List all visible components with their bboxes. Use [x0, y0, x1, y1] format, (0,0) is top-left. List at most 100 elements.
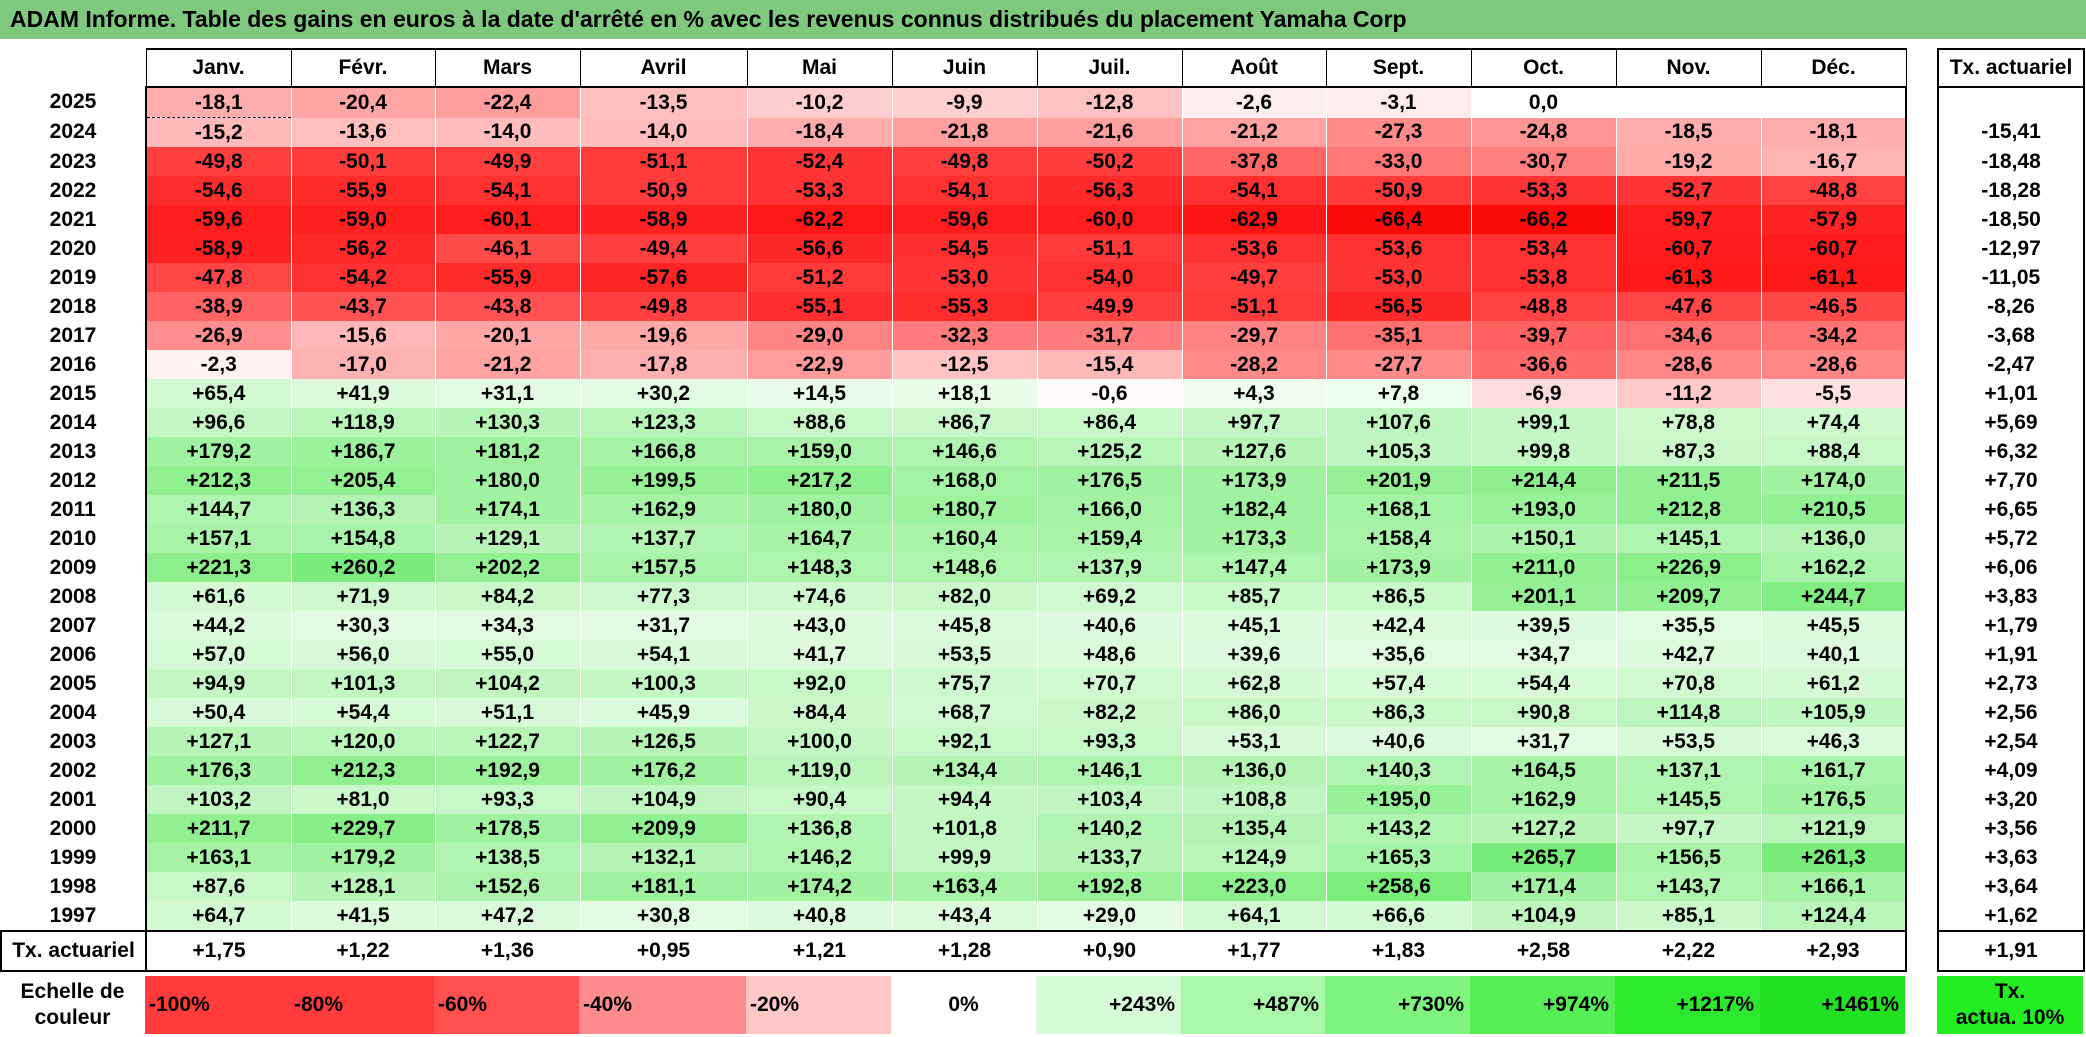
gain-cell: -27,7 — [1325, 350, 1471, 379]
table-row: 2023 -49,8 -50,1 -49,9 -51,1 -52,4 -49,8 -50,2-… — [1, 147, 2085, 176]
gain-cell: -49,7 — [1181, 263, 1326, 292]
gain-cell: +136,3 — [290, 495, 435, 524]
gain-cell: -18,1 — [145, 87, 292, 118]
gain-cell: +40,6 — [1325, 727, 1471, 756]
rate-cell: +1,62 — [1937, 901, 2085, 931]
gain-cell: -61,3 — [1615, 263, 1761, 292]
gain-cell: +221,3 — [145, 553, 291, 582]
legend-step: +1217% — [1615, 976, 1760, 1034]
rate-cell: +1,01 — [1937, 379, 2085, 408]
gain-cell: +44,2 — [145, 611, 291, 640]
gain-cell: +71,9 — [290, 582, 435, 611]
summary-cell: +2,58 — [1471, 930, 1616, 972]
gain-cell: +86,4 — [1036, 408, 1182, 437]
gain-cell: +179,2 — [290, 843, 435, 872]
gain-cell: +145,5 — [1615, 785, 1761, 814]
month-header: Juil. — [1036, 48, 1183, 88]
legend-step: +730% — [1325, 976, 1470, 1034]
table-row: 2010 +157,1 +154,8 +129,1 +137,7 +164,7 +160,4… — [1, 524, 2085, 553]
gain-cell: -13,5 — [579, 87, 747, 118]
gain-cell: -48,8 — [1760, 176, 1907, 205]
gain-cell: +126,5 — [579, 727, 747, 756]
gain-cell: -59,0 — [290, 205, 435, 234]
gain-cell: +94,4 — [891, 785, 1037, 814]
table-row: 2019 -47,8 -54,2 -55,9 -57,6 -51,2 -53,0 -54,0-… — [1, 263, 2085, 292]
gain-cell: +146,2 — [746, 843, 892, 872]
gain-cell: -17,8 — [579, 350, 747, 379]
gain-cell: -35,1 — [1325, 321, 1471, 350]
gain-cell: +162,2 — [1760, 553, 1907, 582]
gain-cell: -58,9 — [145, 234, 291, 263]
gain-cell: +86,5 — [1325, 582, 1471, 611]
row-gap — [1906, 553, 1938, 582]
gain-cell: +75,7 — [891, 669, 1037, 698]
gain-cell: +70,7 — [1036, 669, 1182, 698]
month-header: Avril — [579, 48, 748, 88]
gain-cell: -56,2 — [290, 234, 435, 263]
year-label: 2024 — [1, 117, 147, 147]
gain-cell: -30,7 — [1470, 147, 1616, 176]
table-row: 2014 +96,6 +118,9 +130,3 +123,3 +88,6 +86,7 +86… — [1, 408, 2085, 437]
gain-cell: -34,6 — [1615, 321, 1761, 350]
legend-step: -40% — [579, 976, 746, 1034]
gain-cell: +201,9 — [1325, 466, 1471, 495]
legend-step: +974% — [1470, 976, 1615, 1034]
gain-cell: -16,7 — [1760, 147, 1907, 176]
gain-cell: +43,0 — [746, 611, 892, 640]
gain-cell: -33,0 — [1325, 147, 1471, 176]
year-label: 2025 — [1, 87, 147, 118]
gain-cell: -26,9 — [145, 321, 291, 350]
gain-cell: -14,0 — [579, 117, 747, 147]
gain-cell: +101,3 — [290, 669, 435, 698]
gain-cell: +152,6 — [434, 872, 580, 901]
gain-cell: +157,1 — [145, 524, 291, 553]
gain-cell: +176,3 — [145, 756, 291, 785]
gain-cell: -60,1 — [434, 205, 580, 234]
gain-cell: +165,3 — [1325, 843, 1471, 872]
gain-cell: -55,9 — [290, 176, 435, 205]
gain-cell: -12,8 — [1036, 87, 1182, 118]
gain-cell: -9,9 — [891, 87, 1037, 118]
gain-cell: -22,4 — [434, 87, 580, 118]
table-row: 2002 +176,3 +212,3 +192,9 +176,2 +119,0 +134,4… — [1, 756, 2085, 785]
rate-cell: -8,26 — [1937, 292, 2085, 321]
month-header: Nov. — [1615, 48, 1762, 88]
gain-cell: +7,8 — [1325, 379, 1471, 408]
gain-cell: +134,4 — [891, 756, 1037, 785]
gain-cell: +173,3 — [1181, 524, 1326, 553]
gain-cell: +192,9 — [434, 756, 580, 785]
legend-step: -60% — [434, 976, 579, 1034]
summary-cell: +1,77 — [1182, 930, 1326, 972]
gain-cell: -53,6 — [1181, 234, 1326, 263]
month-header: Oct. — [1470, 48, 1617, 88]
gain-cell: -51,1 — [1181, 292, 1326, 321]
gain-cell: +86,0 — [1181, 698, 1326, 727]
table-row: 2020 -58,9 -56,2 -46,1 -49,4 -56,6 -54,5 -51,1-… — [1, 234, 2085, 263]
gain-cell: +146,1 — [1036, 756, 1182, 785]
gains-table: Janv. Févr. Mars Avril Mai Juin Juil. Août Sept.… — [0, 48, 2085, 972]
rate-cell: +3,83 — [1937, 582, 2085, 611]
gain-cell: +133,7 — [1036, 843, 1182, 872]
gain-cell: -18,1 — [1760, 117, 1907, 147]
gain-cell: +180,7 — [891, 495, 1037, 524]
year-label: 2015 — [1, 379, 147, 408]
gain-cell: +85,7 — [1181, 582, 1326, 611]
rate-cell: +2,73 — [1937, 669, 2085, 698]
gain-cell: -38,9 — [145, 292, 291, 321]
gain-cell: +104,9 — [1470, 901, 1616, 931]
year-label: 2013 — [1, 437, 147, 466]
gain-cell: +154,8 — [290, 524, 435, 553]
gain-cell: -29,7 — [1181, 321, 1326, 350]
gain-cell: -19,2 — [1615, 147, 1761, 176]
gain-cell: +148,3 — [746, 553, 892, 582]
rate-cell: -3,68 — [1937, 321, 2085, 350]
gain-cell: +85,1 — [1615, 901, 1761, 931]
gain-cell: -24,8 — [1470, 117, 1616, 147]
gain-cell: -27,3 — [1325, 117, 1471, 147]
gain-cell: +166,0 — [1036, 495, 1182, 524]
gain-cell: -22,9 — [746, 350, 892, 379]
year-label: 1997 — [1, 901, 147, 931]
gain-cell: +39,6 — [1181, 640, 1326, 669]
gain-cell: -32,3 — [891, 321, 1037, 350]
legend-step: +487% — [1181, 976, 1325, 1034]
